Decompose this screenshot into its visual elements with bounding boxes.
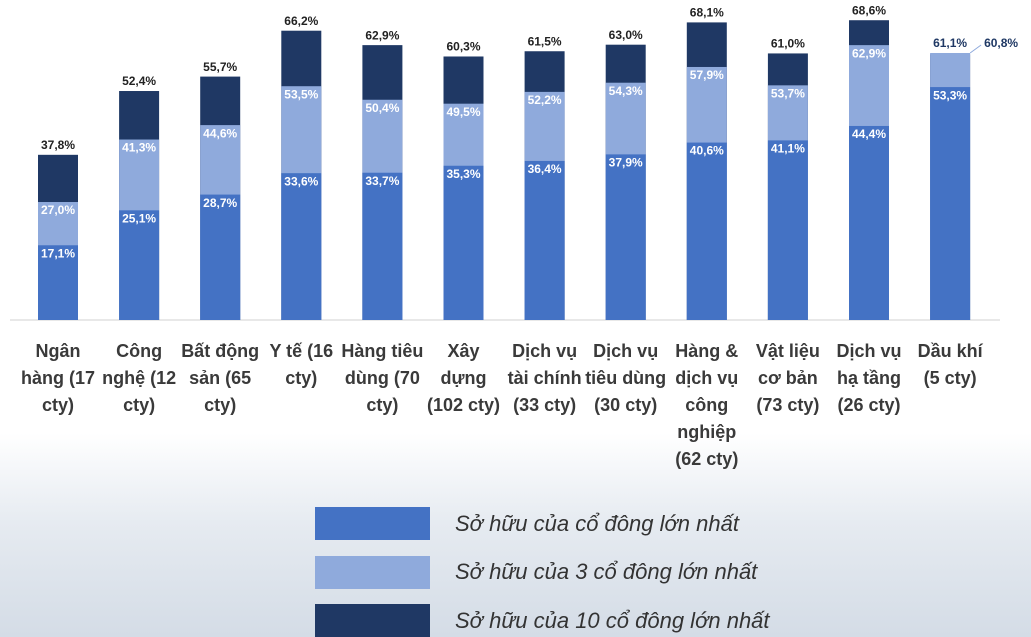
value-label: 27,0% bbox=[41, 203, 75, 217]
bar bbox=[524, 160, 565, 320]
x-tick-label: Y tế (16 cty) bbox=[269, 341, 334, 388]
x-tick-label: Hàng & dịch vụ công nghiệp (62 cty) bbox=[675, 341, 739, 469]
x-tick-label: Dịch vụ hạ tầng (26 cty) bbox=[836, 341, 902, 415]
value-label: 52,2% bbox=[528, 93, 562, 107]
legend-swatch bbox=[315, 507, 430, 540]
value-label: 57,9% bbox=[690, 68, 724, 82]
value-label: 41,3% bbox=[122, 141, 156, 155]
value-label: 37,9% bbox=[609, 156, 643, 170]
value-label: 53,3% bbox=[933, 88, 967, 102]
bar bbox=[605, 154, 646, 320]
value-label: 61,1% bbox=[933, 36, 967, 50]
value-label: 68,1% bbox=[690, 6, 724, 20]
bar bbox=[200, 194, 241, 320]
value-label: 49,5% bbox=[446, 105, 480, 119]
value-label: 52,4% bbox=[122, 74, 156, 88]
legend-item: Sở hữu của 3 cổ đông lớn nhất bbox=[315, 555, 758, 589]
value-label: 44,6% bbox=[203, 126, 237, 140]
legend-swatch bbox=[315, 555, 430, 589]
value-label: 53,7% bbox=[771, 87, 805, 101]
bar bbox=[38, 245, 78, 320]
value-label: 60,8% bbox=[984, 36, 1018, 50]
x-tick-label: Công nghệ (12 cty) bbox=[102, 341, 177, 415]
value-label: 50,4% bbox=[365, 101, 399, 115]
value-label: 54,3% bbox=[609, 84, 643, 98]
value-label: 44,4% bbox=[852, 127, 886, 141]
x-tick-label: Vật liệu cơ bản (73 cty) bbox=[755, 341, 820, 415]
value-label: 35,3% bbox=[446, 167, 480, 181]
value-label: 17,1% bbox=[41, 246, 75, 260]
value-label: 62,9% bbox=[852, 46, 886, 60]
value-label: 41,1% bbox=[771, 142, 805, 156]
value-label: 61,5% bbox=[528, 34, 562, 48]
legend-label: Sở hữu của 3 cổ đông lớn nhất bbox=[455, 559, 758, 584]
value-label: 33,7% bbox=[365, 174, 399, 188]
value-label: 63,0% bbox=[609, 28, 643, 42]
value-label: 66,2% bbox=[284, 14, 318, 28]
x-tick-label: Ngân hàng (17 cty) bbox=[20, 341, 95, 415]
value-label: 33,6% bbox=[284, 174, 318, 188]
x-tick-label: Dịch vụ tài chính (33 cty) bbox=[507, 341, 582, 415]
legend-label: Sở hữu của cổ đông lớn nhất bbox=[455, 510, 739, 536]
value-label: 53,5% bbox=[284, 87, 318, 101]
x-tick-label: Bất động sản (65 cty) bbox=[181, 341, 260, 415]
value-label: 28,7% bbox=[203, 196, 237, 210]
value-label: 37,8% bbox=[41, 138, 75, 152]
value-label: 62,9% bbox=[365, 28, 399, 42]
legend-item: Sở hữu của cổ đông lớn nhất bbox=[315, 507, 739, 540]
x-tick-label: Xây dựng (102 cty) bbox=[426, 341, 501, 415]
bar bbox=[119, 210, 160, 320]
value-label: 60,3% bbox=[446, 40, 480, 54]
bar bbox=[930, 87, 971, 320]
value-label: 36,4% bbox=[528, 162, 562, 176]
bar bbox=[362, 172, 403, 320]
bar bbox=[849, 125, 889, 320]
value-label: 55,7% bbox=[203, 60, 237, 74]
legend-label: Sở hữu của 10 cổ đông lớn nhất bbox=[455, 607, 770, 633]
value-label: 40,6% bbox=[690, 144, 724, 158]
legend-item: Sở hữu của 10 cổ đông lớn nhất bbox=[315, 604, 770, 637]
value-label: 68,6% bbox=[852, 3, 886, 17]
bar bbox=[686, 142, 727, 320]
legend-swatch bbox=[315, 604, 430, 637]
x-tick-label: Dầu khí (5 cty) bbox=[917, 341, 983, 388]
value-label: 61,0% bbox=[771, 37, 805, 51]
value-label: 25,1% bbox=[122, 211, 156, 225]
bar bbox=[443, 165, 484, 320]
bar bbox=[281, 173, 322, 320]
x-tick-label: Dịch vụ tiêu dùng (30 cty) bbox=[585, 341, 667, 415]
bar bbox=[767, 140, 808, 320]
leader-line bbox=[969, 44, 982, 54]
x-tick-label: Hàng tiêu dùng (70 cty) bbox=[341, 341, 424, 415]
